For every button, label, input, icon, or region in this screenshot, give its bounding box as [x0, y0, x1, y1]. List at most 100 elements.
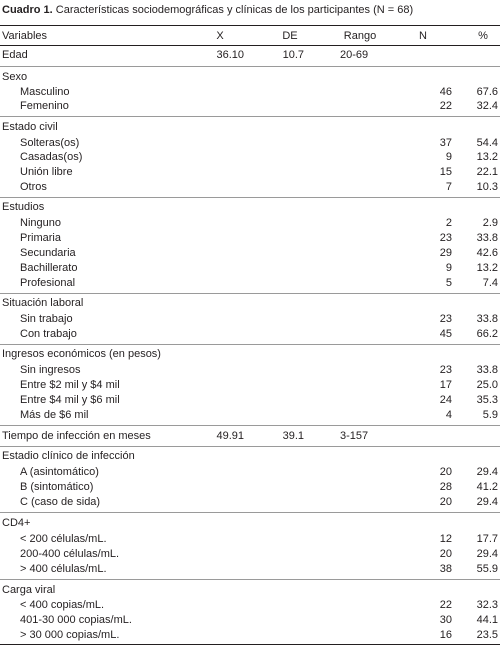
- row-label: > 400 células/mL.: [20, 563, 107, 575]
- row-n: 17: [439, 379, 452, 391]
- row-n: 7: [445, 181, 452, 193]
- row-pct: 54.4: [476, 137, 498, 149]
- header-rango: Rango: [343, 30, 377, 42]
- table-row: Estadio clínico de infección: [0, 449, 500, 463]
- group-label: Estado civil: [2, 121, 58, 133]
- group-label: Estudios: [2, 201, 45, 213]
- row-label: < 400 copias/mL.: [20, 599, 105, 611]
- row-pct: 13.2: [476, 262, 498, 274]
- row-pct: 66.2: [476, 328, 498, 340]
- row-label: Sin ingresos: [20, 364, 81, 376]
- row-label: Tiempo de infección en meses: [2, 430, 151, 442]
- row-n: 9: [445, 262, 452, 274]
- row-label: C (caso de sida): [20, 496, 101, 508]
- table-row: Ninguno 2 2.9: [0, 216, 500, 230]
- row-pct: 33.8: [476, 232, 498, 244]
- row-n: 15: [439, 166, 452, 178]
- header-variables: Variables: [2, 30, 48, 42]
- row-label: A (asintomático): [20, 466, 99, 478]
- row-pct: 10.3: [476, 181, 498, 193]
- bottom-rule: [0, 644, 500, 646]
- row-n: 4: [445, 409, 452, 421]
- row-label: Casadas(os): [20, 151, 83, 163]
- row-n: 46: [439, 86, 452, 98]
- row-pct: 5.9: [482, 409, 498, 421]
- table-row: Primaria 23 33.8: [0, 231, 500, 245]
- row-pct: 17.7: [476, 533, 498, 545]
- group-label: Carga viral: [2, 584, 56, 596]
- table-row: Estado civil: [0, 120, 500, 134]
- row-label: 200-400 células/mL.: [20, 548, 120, 560]
- table-row: Entre $4 mil y $6 mil 24 35.3: [0, 393, 500, 407]
- row-n: 37: [439, 137, 452, 149]
- row-separator: [0, 579, 500, 580]
- row-de: 39.1: [282, 430, 304, 442]
- row-n: 22: [439, 100, 452, 112]
- row-separator: [0, 425, 500, 426]
- header-de: DE: [282, 30, 298, 42]
- table-row: Bachillerato 9 13.2: [0, 261, 500, 275]
- row-n: 45: [439, 328, 452, 340]
- table-row: Ingresos económicos (en pesos): [0, 347, 500, 361]
- group-label: Ingresos económicos (en pesos): [2, 348, 161, 360]
- row-n: 22: [439, 599, 452, 611]
- table-row: Carga viral: [0, 583, 500, 597]
- row-pct: 33.8: [476, 364, 498, 376]
- header-n: N: [419, 30, 427, 42]
- group-label: Situación laboral: [2, 297, 84, 309]
- row-n: 38: [439, 563, 452, 575]
- table-row: C (caso de sida) 20 29.4: [0, 495, 500, 509]
- row-label: Masculino: [20, 86, 70, 98]
- row-n: 24: [439, 394, 452, 406]
- group-label: Estadio clínico de infección: [2, 450, 135, 462]
- row-label: Entre $4 mil y $6 mil: [20, 394, 120, 406]
- row-de: 10.7: [282, 49, 304, 61]
- header-row: Variables X DE Rango N %: [0, 29, 500, 43]
- row-pct: 29.4: [476, 496, 498, 508]
- table-row: Masculino 46 67.6: [0, 85, 500, 99]
- table-row: < 400 copias/mL. 22 32.3: [0, 598, 500, 612]
- row-pct: 42.6: [476, 247, 498, 259]
- table-row: Unión libre 15 22.1: [0, 165, 500, 179]
- table-row: > 30 000 copias/mL. 16 23.5: [0, 628, 500, 642]
- table-row: Edad 36.10 10.7 20-69: [0, 48, 500, 62]
- table-row: Femenino 22 32.4: [0, 99, 500, 113]
- row-separator: [0, 446, 500, 447]
- row-n: 23: [439, 232, 452, 244]
- row-label: Primaria: [20, 232, 61, 244]
- row-label: Secundaria: [20, 247, 76, 259]
- table-row: Sin ingresos 23 33.8: [0, 363, 500, 377]
- row-label: Otros: [20, 181, 47, 193]
- table-row: A (asintomático) 20 29.4: [0, 465, 500, 479]
- table-row: Secundaria 29 42.6: [0, 246, 500, 260]
- row-x: 49.91: [216, 430, 244, 442]
- table-row: Con trabajo 45 66.2: [0, 327, 500, 341]
- table-row: Estudios: [0, 200, 500, 214]
- table-row: Entre $2 mil y $4 mil 17 25.0: [0, 378, 500, 392]
- row-rango: 3-157: [340, 430, 369, 442]
- row-separator: [0, 197, 500, 198]
- caption-label: Cuadro 1.: [2, 4, 53, 16]
- row-pct: 23.5: [476, 629, 498, 641]
- row-label: > 30 000 copias/mL.: [20, 629, 120, 641]
- row-pct: 29.4: [476, 548, 498, 560]
- row-n: 12: [439, 533, 452, 545]
- table-row: Más de $6 mil 4 5.9: [0, 408, 500, 422]
- row-n: 9: [445, 151, 452, 163]
- row-label: < 200 células/mL.: [20, 533, 107, 545]
- row-label: Edad: [2, 49, 28, 61]
- table-row: Profesional 5 7.4: [0, 276, 500, 290]
- row-label: Profesional: [20, 277, 76, 289]
- row-pct: 55.9: [476, 563, 498, 575]
- row-n: 30: [439, 614, 452, 626]
- table-row: Sin trabajo 23 33.8: [0, 312, 500, 326]
- row-pct: 67.6: [476, 86, 498, 98]
- header-pct: %: [478, 30, 488, 42]
- row-separator: [0, 293, 500, 294]
- header-x: X: [216, 30, 224, 42]
- row-pct: 32.4: [476, 100, 498, 112]
- row-label: Solteras(os): [20, 137, 80, 149]
- row-label: Con trabajo: [20, 328, 77, 340]
- row-n: 20: [439, 548, 452, 560]
